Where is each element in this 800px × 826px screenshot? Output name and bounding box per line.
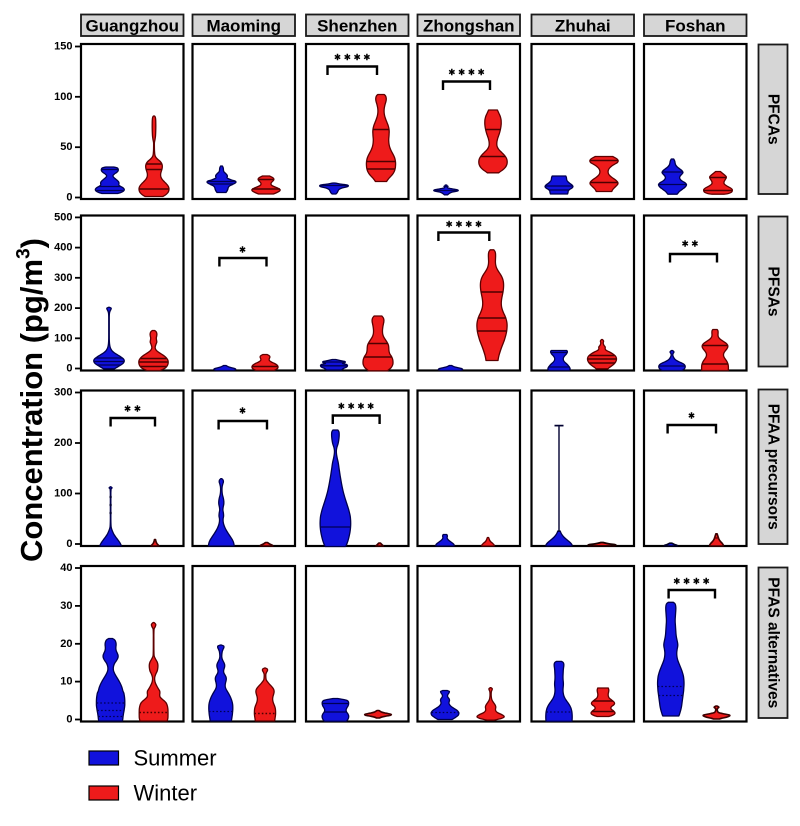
svg-text:10: 10: [60, 676, 72, 688]
svg-text:0: 0: [66, 714, 72, 726]
svg-text:200: 200: [54, 302, 72, 314]
svg-text:300: 300: [54, 387, 72, 399]
svg-text:400: 400: [54, 242, 72, 254]
svg-text:Shenzhen: Shenzhen: [317, 17, 397, 36]
svg-text:Foshan: Foshan: [665, 17, 725, 36]
svg-text:30: 30: [60, 600, 72, 612]
svg-text:0: 0: [66, 192, 72, 204]
svg-text:200: 200: [54, 437, 72, 449]
svg-text:300: 300: [54, 272, 72, 284]
svg-text:Maoming: Maoming: [206, 17, 281, 36]
svg-text:PFAA precursors: PFAA precursors: [765, 404, 782, 530]
svg-text:Zhuhai: Zhuhai: [555, 17, 611, 36]
svg-text:0: 0: [66, 538, 72, 550]
svg-text:100: 100: [54, 91, 72, 103]
svg-text:100: 100: [54, 488, 72, 500]
svg-text:20: 20: [60, 638, 72, 650]
svg-text:PFCAs: PFCAs: [765, 94, 782, 145]
svg-text:50: 50: [60, 141, 72, 153]
svg-text:0: 0: [66, 363, 72, 375]
svg-text:PFAS alternatives: PFAS alternatives: [765, 577, 782, 708]
svg-text:100: 100: [54, 332, 72, 344]
svg-text:Zhongshan: Zhongshan: [423, 17, 515, 36]
svg-text:150: 150: [54, 41, 72, 53]
svg-text:40: 40: [60, 562, 72, 574]
svg-text:Concentration (pg/m3): Concentration (pg/m3): [13, 238, 49, 562]
svg-text:Summer: Summer: [134, 746, 217, 771]
svg-text:500: 500: [54, 211, 72, 223]
svg-text:Winter: Winter: [134, 781, 198, 806]
svg-text:PFSAs: PFSAs: [765, 267, 782, 317]
svg-text:Guangzhou: Guangzhou: [86, 17, 179, 36]
